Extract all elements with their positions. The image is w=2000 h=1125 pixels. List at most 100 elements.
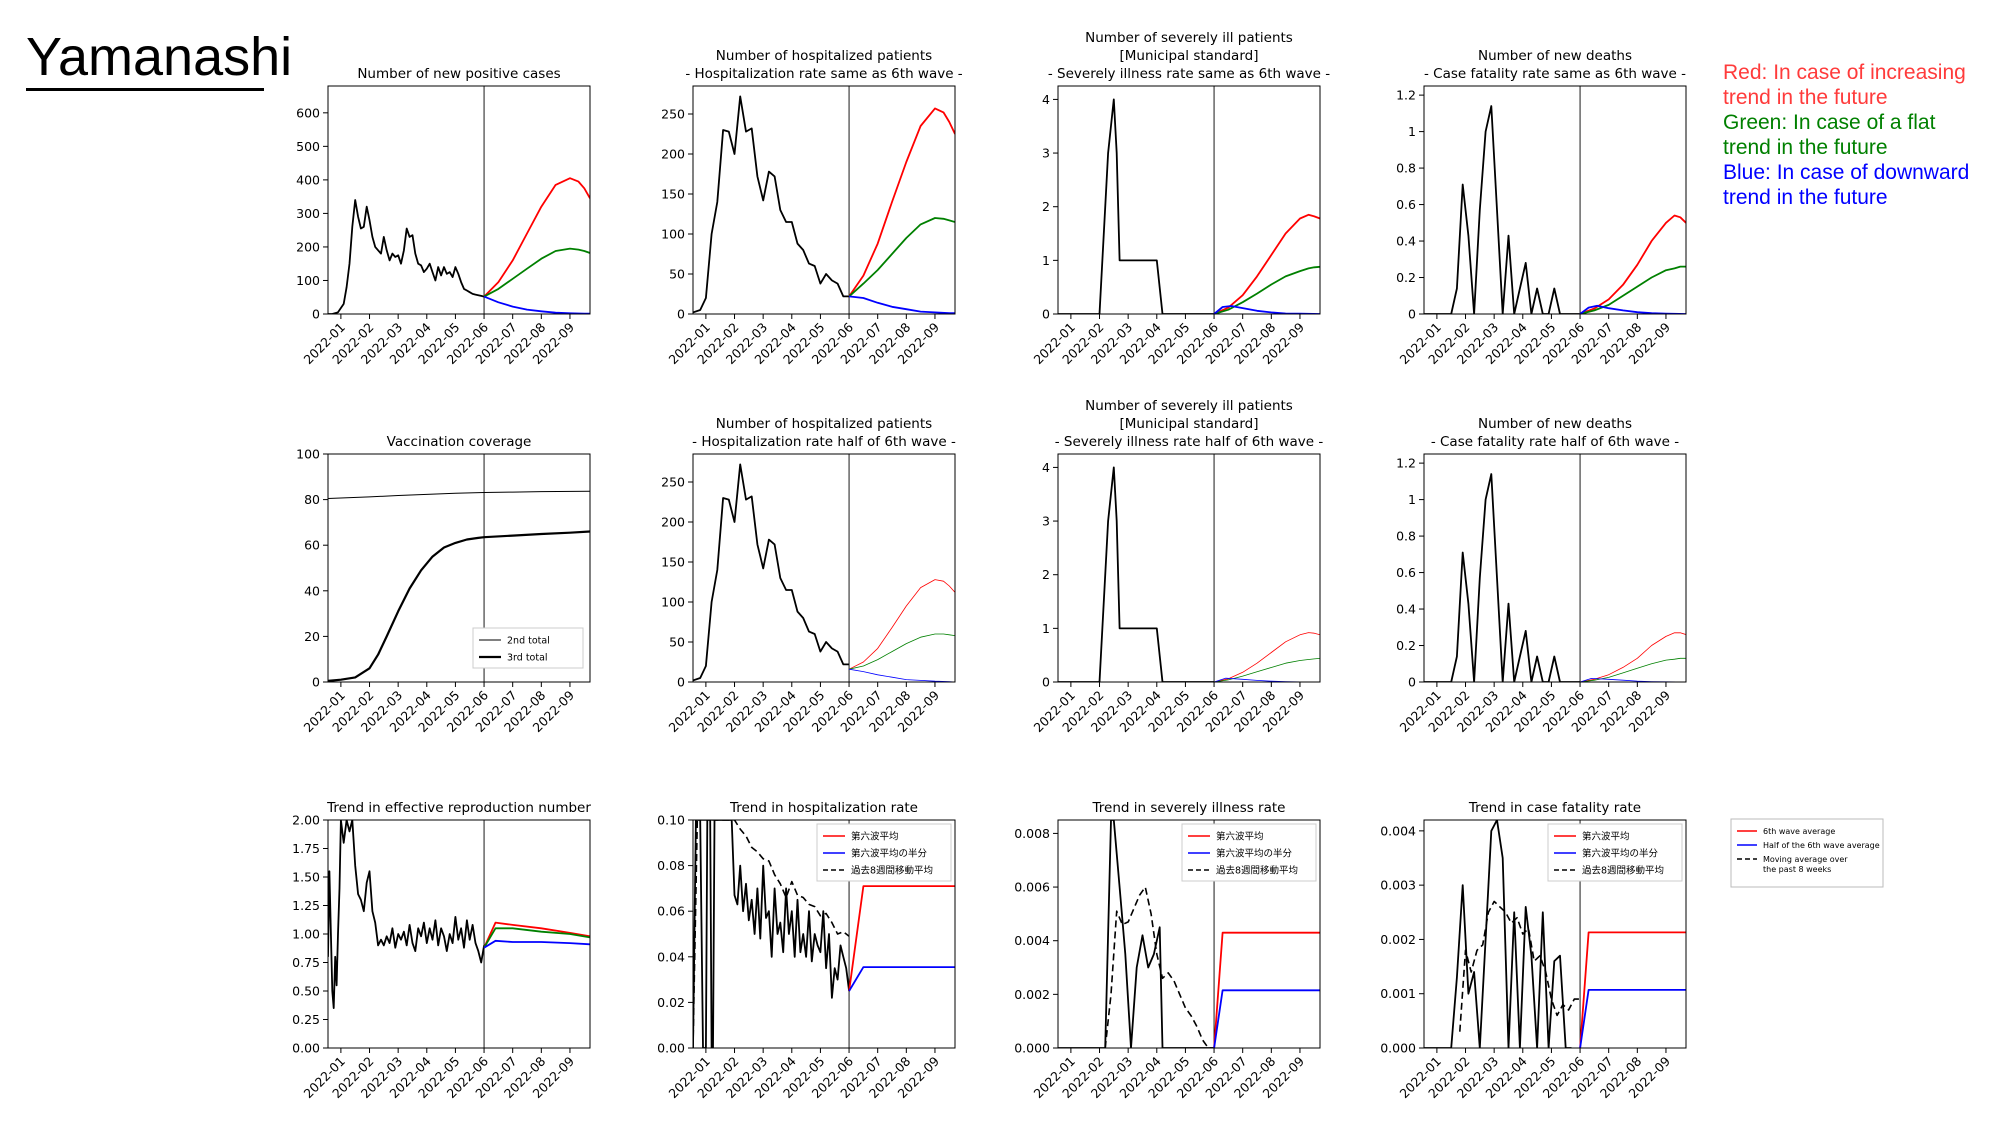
series-line-decrease [1579,304,1686,314]
side-legend-label: 6th wave average [1763,827,1835,836]
chart-deaths-same: Number of new deaths - Case fatality rate… [1396,48,1687,367]
y-tick-label: 2.00 [292,813,320,828]
y-tick-label: 60 [304,538,320,553]
series-line-increase [483,177,590,298]
y-tick-label: 200 [296,239,320,254]
chart-title: Trend in effective reproduction number [326,800,591,816]
y-tick-label: 0 [1408,675,1416,690]
y-tick-label: 500 [296,139,320,154]
y-tick-label: 600 [296,105,320,120]
y-tick-label: 0 [1408,307,1416,322]
chart-title: Number of hospitalized patients [716,48,932,64]
chart-title: - Severely illness rate half of 6th wave… [1055,434,1324,450]
series-line-increase [1580,632,1686,682]
y-tick-label: 2 [1042,199,1050,214]
y-tick-label: 4 [1042,460,1050,475]
series-line-flat [1579,265,1686,314]
y-tick-label: 0.4 [1396,234,1416,249]
legend-decrease-text: Blue: In case of downward trend in the f… [1723,161,1970,209]
series-line-observed [1424,105,1581,314]
series-line-increase [1213,931,1320,1048]
plot-frame [327,453,591,683]
scenario-legend: Red: In case of increasing trend in the … [1723,60,1973,210]
side-legend-label: Half of the 6th wave average [1763,841,1880,850]
series-line-flat [848,217,955,298]
y-tick-label: 1 [1408,124,1416,139]
y-tick-label: 0.8 [1396,529,1416,544]
chart-reproduction-number: Trend in effective reproduction number 0.… [292,800,591,1101]
series-line-flat [483,247,590,298]
chart-severe-half: Number of severely ill patients [Municipa… [1030,398,1323,735]
legend-label: 第六波平均 [1216,831,1264,843]
chart-severity-rate: Trend in severely illness rate 0.000 0.002… [1014,800,1321,1101]
series-line-observed [693,95,850,314]
legend-label: 第六波平均 [1582,831,1630,843]
y-tick-label: 0.25 [292,1012,320,1027]
legend-label: 第六波平均の半分 [851,848,928,860]
legend-label: 第六波平均の半分 [1216,848,1293,860]
y-tick-label: 0.8 [1396,161,1416,176]
plot-frame [327,85,591,315]
y-tick-label: 0.004 [1380,823,1416,838]
y-tick-label: 0 [312,675,320,690]
series-line-decrease [483,939,590,949]
chart-title: Number of severely ill patients [1085,30,1293,46]
y-tick-label: 50 [669,635,685,650]
series-line-observed [1424,820,1572,1048]
y-tick-label: 0.008 [1014,826,1050,841]
series-line-increase [1579,214,1686,314]
series-line-increase [1214,632,1320,682]
chart-severe-same: Number of severely ill patients [Municipa… [1030,30,1330,367]
y-tick-label: 1.2 [1396,456,1416,471]
plot-frame [692,819,956,1049]
y-tick-label: 0 [677,675,685,690]
y-tick-label: 1.2 [1396,88,1416,103]
chart-title: Trend in severely illness rate [1092,800,1286,816]
plot-frame [1057,85,1321,315]
chart-title: Number of hospitalized patients [716,416,932,432]
series-line-observed [1424,473,1581,682]
y-tick-label: 0.001 [1380,986,1416,1001]
legend-label: 第六波平均の半分 [1582,848,1659,860]
series-line-3rd-total [328,530,590,682]
chart-hospitalization-rate: Trend in hospitalization rate 0.00 0.02 0.0… [657,800,956,1101]
plot-frame [1423,819,1687,1049]
chart-fatality-rate: Trend in case fatality rate 0.000 0.001 0.0… [1380,800,1687,1101]
y-tick-label: 0.2 [1396,638,1416,653]
y-tick-label: 0.75 [292,955,320,970]
y-tick-label: 0.00 [657,1041,685,1056]
plot-frame [327,819,591,1049]
series-line-decrease [1579,989,1686,1048]
y-tick-label: 0.00 [292,1041,320,1056]
y-tick-label: 400 [296,172,320,187]
y-tick-label: 0.10 [657,813,685,828]
y-tick-label: 0.000 [1014,1041,1050,1056]
chart-title: - Case fatality rate same as 6th wave - [1424,66,1686,82]
y-tick-label: 1 [1042,621,1050,636]
chart-title: - Severely illness rate same as 6th wave… [1048,66,1330,82]
series-line-observed [1058,98,1215,314]
plot-frame [692,85,956,315]
plot-frame [1423,453,1687,683]
y-tick-label: 0.08 [657,858,685,873]
y-tick-label: 200 [661,515,685,530]
chart-title: Vaccination coverage [387,434,532,450]
y-tick-label: 0.50 [292,984,320,999]
chart-title: Number of new deaths [1478,48,1632,64]
y-tick-label: 3 [1042,514,1050,529]
series-line-flat [1214,658,1320,682]
y-tick-label: 100 [661,227,685,242]
legend-label: 過去8週間移動平均 [1582,865,1664,877]
y-tick-label: 100 [296,273,320,288]
series-line-increase [848,579,955,670]
page-title: Yamanashi [26,27,293,87]
series-line-increase [1213,213,1320,314]
plot-frame [1423,85,1687,315]
y-tick-label: 1.00 [292,927,320,942]
y-tick-label: 100 [661,595,685,610]
y-tick-label: 0 [312,307,320,322]
y-tick-label: 20 [304,629,320,644]
chart-hospitalized-same: Number of hospitalized patients - Hospita… [661,48,963,367]
